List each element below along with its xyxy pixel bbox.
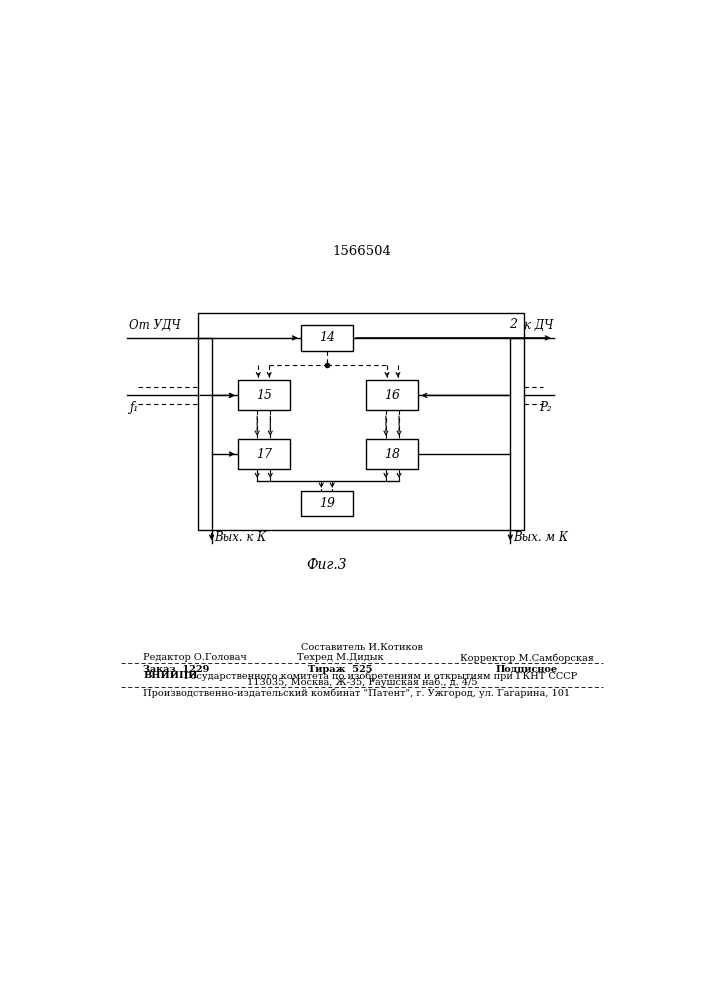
Text: Вых. к К: Вых. к К — [214, 531, 267, 544]
Text: Тираж  525: Тираж 525 — [308, 665, 373, 674]
Bar — [238, 380, 290, 410]
Bar — [300, 491, 353, 516]
Text: ВНИИПИ: ВНИИПИ — [144, 671, 198, 680]
Text: Редактор О.Головач: Редактор О.Головач — [144, 653, 247, 662]
Text: к ДЧ: к ДЧ — [524, 319, 554, 332]
Text: 2: 2 — [510, 318, 518, 331]
Text: 17: 17 — [256, 448, 271, 461]
Bar — [300, 325, 353, 351]
Text: ƒ₁: ƒ₁ — [129, 401, 139, 414]
Text: 1566504: 1566504 — [333, 245, 392, 258]
Text: 15: 15 — [256, 389, 271, 402]
Text: 14: 14 — [319, 331, 334, 344]
Text: P₂: P₂ — [539, 401, 551, 414]
Bar — [366, 439, 419, 469]
Bar — [366, 380, 419, 410]
Text: От УДЧ: От УДЧ — [129, 319, 181, 332]
Bar — [238, 439, 290, 469]
Text: Подписное: Подписное — [496, 665, 558, 674]
Text: Производственно-издательский комбинат "Патент", г. Ужгород, ул. Гагарина, 101: Производственно-издательский комбинат "П… — [144, 689, 571, 698]
Text: 113035, Москва, Ж-35, Раушская наб., д. 4/5: 113035, Москва, Ж-35, Раушская наб., д. … — [247, 678, 478, 687]
Text: Техред М.Дидык: Техред М.Дидык — [297, 653, 384, 662]
Bar — [198, 313, 524, 530]
Text: Заказ  1229: Заказ 1229 — [144, 665, 209, 674]
Text: 16: 16 — [385, 389, 400, 402]
Text: Государственного комитета по изобретениям и открытиям при ГКНТ СССР: Государственного комитета по изобретения… — [185, 671, 578, 681]
Text: 18: 18 — [385, 448, 400, 461]
Text: 19: 19 — [319, 497, 334, 510]
Text: Составитель И.Котиков: Составитель И.Котиков — [301, 643, 423, 652]
Text: Вых. м К: Вых. м К — [513, 531, 568, 544]
Text: Корректор М.Самборская: Корректор М.Самборская — [460, 653, 594, 663]
Text: Фиг.3: Фиг.3 — [306, 558, 347, 572]
